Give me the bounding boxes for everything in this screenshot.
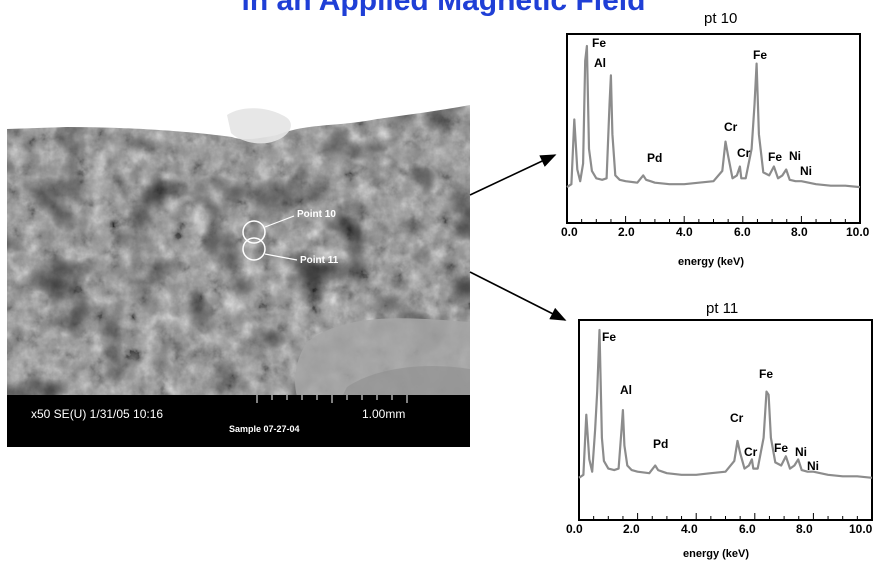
x-tick: 4.0 — [681, 522, 698, 536]
spectrum-line — [578, 328, 873, 479]
peak-label-fe-2: Fe — [753, 48, 768, 62]
peak-label-ni: Ni — [789, 149, 801, 163]
x-tick: 10.0 — [846, 225, 870, 239]
sem-micrograph: Point 10 Point 11 x50 SE(U) 1/31/05 10:1… — [7, 97, 470, 447]
x-tick: 8.0 — [796, 522, 813, 536]
sem-info: x50 SE(U) 1/31/05 10:16 — [31, 407, 164, 421]
chart-title: pt 10 — [704, 10, 738, 27]
peak-label-cr: Cr — [724, 120, 738, 134]
chart-title: pt 11 — [706, 300, 739, 317]
sem-scale: 1.00mm — [362, 407, 406, 421]
x-tick: 0.0 — [566, 522, 583, 536]
arrow-to-pt10 — [469, 154, 557, 196]
peak-label-pd: Pd — [647, 151, 663, 165]
peak-label-ni-2: Ni — [807, 459, 819, 473]
peak-label-fe-3: Fe — [774, 441, 789, 455]
x-tick: 10.0 — [849, 522, 873, 536]
peak-label-ni-2: Ni — [800, 164, 812, 178]
peak-label-fe: Fe — [592, 36, 607, 50]
peak-label-fe-2: Fe — [759, 367, 774, 381]
spectrum-chart-pt10: pt 10 Fe Al Pd Cr Cr Fe Fe Ni Ni 0.0 2.0… — [555, 10, 880, 285]
peak-label-cr-2: Cr — [744, 445, 758, 459]
spectrum-chart-pt11: pt 11 Fe Al Pd Cr Cr Fe Fe Ni Ni 0.0 2.0… — [566, 300, 887, 562]
x-tick: 6.0 — [734, 225, 751, 239]
x-tick: 4.0 — [676, 225, 693, 239]
x-tick: 6.0 — [739, 522, 756, 536]
x-tick: 0.0 — [561, 225, 578, 239]
peak-label-cr-2: Cr — [737, 146, 751, 160]
plot-frame — [566, 33, 861, 224]
peak-label-fe: Fe — [602, 330, 617, 344]
x-tick: 8.0 — [791, 225, 808, 239]
arrow-to-pt11 — [469, 271, 567, 321]
sem-image — [7, 97, 470, 447]
sem-sample: Sample 07-27-04 — [229, 424, 300, 434]
spectrum-plot — [578, 319, 873, 521]
x-axis-label: energy (keV) — [683, 548, 750, 560]
spectrum-plot — [566, 33, 861, 224]
peak-label-al: Al — [594, 56, 606, 70]
peak-label-pd: Pd — [653, 437, 669, 451]
point-11-label: Point 11 — [300, 255, 339, 266]
peak-label-al: Al — [620, 383, 632, 397]
peak-label-cr: Cr — [730, 411, 744, 425]
peak-label-fe-3: Fe — [768, 150, 783, 164]
x-axis-label: energy (keV) — [678, 256, 745, 268]
x-tick: 2.0 — [623, 522, 640, 536]
x-tick: 2.0 — [618, 225, 635, 239]
point-10-label: Point 10 — [297, 209, 336, 220]
page-title: in an Applied Magnetic Field — [241, 0, 646, 17]
peak-label-ni: Ni — [795, 445, 807, 459]
spectrum-line — [566, 44, 861, 189]
